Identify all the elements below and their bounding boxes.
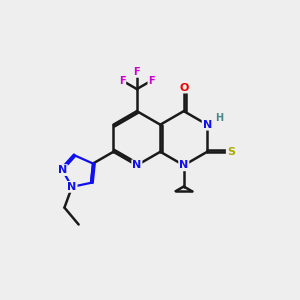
Text: N: N (179, 160, 188, 170)
Text: N: N (68, 182, 76, 192)
Text: N: N (202, 120, 212, 130)
Text: N: N (58, 165, 67, 175)
Text: F: F (119, 76, 125, 85)
Text: O: O (179, 82, 188, 93)
Text: S: S (227, 147, 235, 157)
Text: F: F (134, 67, 140, 77)
Text: H: H (215, 112, 223, 123)
Text: N: N (132, 160, 142, 170)
Text: F: F (148, 76, 155, 85)
